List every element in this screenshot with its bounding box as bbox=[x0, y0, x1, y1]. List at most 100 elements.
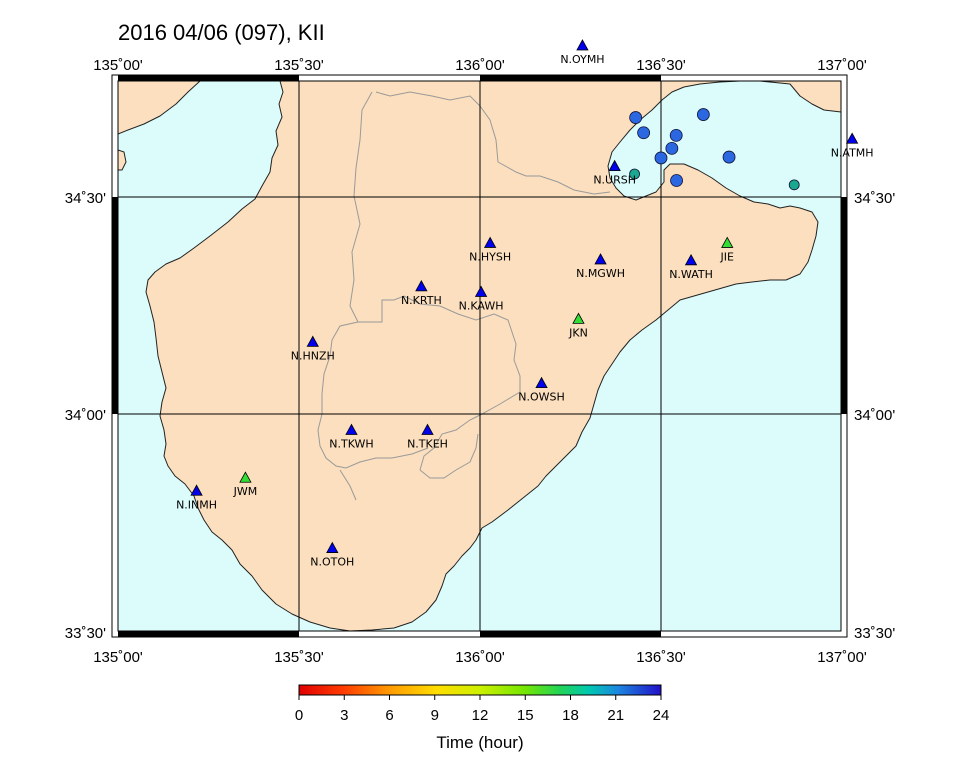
earthquake-event bbox=[629, 111, 643, 124]
lat-label: 34˚30' bbox=[854, 190, 895, 207]
station-label: JWM bbox=[233, 485, 258, 498]
station-n-kawh: N.KAWH bbox=[459, 285, 504, 312]
earthquake-event bbox=[722, 150, 736, 164]
station-n-hnzh: N.HNZH bbox=[291, 335, 335, 362]
station-n-inmh: N.INMH bbox=[176, 484, 217, 511]
station-n-ursh: N.URSH bbox=[593, 159, 636, 187]
lon-labels-top: 135˚00' 135˚30' 136˚00' 136˚30' 137˚00' bbox=[93, 57, 867, 74]
stations-layer: N.OYMH N.URSH N.ATMH N.HYSH N.MGWH JIE N.WATH N… bbox=[176, 39, 874, 569]
lon-label: 136˚00' bbox=[455, 57, 505, 74]
colorbar-tick-label: 21 bbox=[607, 707, 624, 724]
lon-label: 135˚30' bbox=[274, 57, 324, 74]
events-layer bbox=[629, 108, 800, 191]
lat-label: 33˚30' bbox=[65, 625, 106, 642]
earthquake-event bbox=[629, 168, 640, 180]
station-label: N.KAWH bbox=[459, 299, 504, 312]
earthquake-event bbox=[696, 108, 710, 121]
station-label: JKN bbox=[568, 326, 588, 339]
station-n-tkeh: N.TKEH bbox=[407, 423, 448, 450]
lat-label: 34˚30' bbox=[65, 190, 106, 207]
colorbar-tick-label: 6 bbox=[385, 707, 393, 724]
colorbar-gradient bbox=[298, 684, 662, 696]
map-title: 2016 04/06 (097), KII bbox=[118, 20, 325, 45]
station-n-owsh: N.OWSH bbox=[518, 376, 565, 404]
station-label: N.OWSH bbox=[518, 391, 565, 404]
map-frame bbox=[111, 74, 848, 638]
prefecture-borders bbox=[317, 91, 611, 501]
station-triangle-icon bbox=[576, 39, 589, 51]
station-triangle-icon bbox=[345, 423, 358, 435]
station-triangle-icon bbox=[483, 236, 497, 248]
station-n-tkwh: N.TKWH bbox=[329, 423, 374, 450]
colorbar-title: Time (hour) bbox=[436, 733, 523, 752]
land-islet bbox=[118, 149, 127, 171]
station-label: N.ATMH bbox=[831, 146, 874, 159]
station-label: N.TKWH bbox=[329, 437, 373, 450]
lon-label: 135˚00' bbox=[93, 649, 143, 666]
lon-label: 135˚00' bbox=[93, 57, 143, 74]
station-triangle-icon bbox=[535, 376, 548, 389]
station-n-mgwh: N.MGWH bbox=[576, 253, 625, 280]
colorbar-tick-label: 15 bbox=[517, 707, 534, 724]
earthquake-event bbox=[669, 128, 683, 142]
station-n-hysh: N.HYSH bbox=[469, 236, 511, 263]
station-label: N.URSH bbox=[593, 174, 636, 187]
station-label: N.OTOH bbox=[310, 556, 354, 569]
land-atsumi bbox=[759, 81, 841, 113]
earthquake-event bbox=[637, 126, 651, 140]
graticule bbox=[118, 81, 841, 631]
land-kii-peninsula bbox=[145, 81, 819, 631]
station-label: N.HYSH bbox=[469, 250, 511, 263]
station-label: N.KRTH bbox=[401, 294, 442, 307]
lon-label: 137˚00' bbox=[817, 57, 867, 74]
station-triangle-icon bbox=[306, 335, 319, 347]
lon-label: 136˚00' bbox=[455, 649, 505, 666]
station-label: N.WATH bbox=[669, 268, 713, 281]
colorbar-tick-label: 24 bbox=[653, 707, 670, 724]
station-n-oymh: N.OYMH bbox=[560, 39, 605, 66]
colorbar-tick-label: 0 bbox=[295, 707, 303, 724]
station-triangle-icon bbox=[421, 423, 434, 435]
station-triangle-icon bbox=[684, 253, 698, 266]
colorbar-tick-label: 18 bbox=[562, 707, 579, 724]
station-n-krth: N.KRTH bbox=[401, 280, 442, 307]
station-jkn: JKN bbox=[568, 312, 588, 339]
station-triangle-icon bbox=[326, 541, 339, 553]
station-n-wath: N.WATH bbox=[669, 253, 713, 281]
colorbar-tick-label: 9 bbox=[431, 707, 439, 724]
earthquake-event bbox=[665, 141, 679, 155]
station-label: N.TKEH bbox=[407, 437, 448, 450]
station-n-atmh: N.ATMH bbox=[831, 132, 874, 159]
colorbar: 0 3 6 9 12 15 18 21 24 Time (hour) bbox=[295, 684, 670, 752]
station-label: N.HNZH bbox=[291, 349, 335, 362]
station-triangle-icon bbox=[721, 236, 734, 248]
station-label: N.OYMH bbox=[560, 53, 604, 66]
station-triangle-icon bbox=[474, 285, 488, 297]
lat-labels-right: 34˚30' 34˚00' 33˚30' bbox=[854, 190, 895, 642]
lon-label: 135˚30' bbox=[274, 649, 324, 666]
earthquake-event bbox=[670, 174, 683, 187]
station-jwm: JWM bbox=[233, 471, 258, 498]
station-triangle-icon bbox=[239, 471, 252, 483]
earthquake-event bbox=[788, 179, 800, 191]
lat-label: 33˚30' bbox=[854, 625, 895, 642]
lat-label: 34˚00' bbox=[65, 407, 106, 424]
map-area bbox=[118, 81, 841, 631]
station-label: JIE bbox=[720, 250, 734, 263]
lat-labels-left: 34˚30' 34˚00' 33˚30' bbox=[65, 190, 106, 642]
lon-labels-bottom: 135˚00' 135˚30' 136˚00' 136˚30' 137˚00' bbox=[93, 649, 867, 666]
station-triangle-icon bbox=[415, 280, 428, 292]
colorbar-ticks: 0 3 6 9 12 15 18 21 24 bbox=[295, 695, 670, 724]
earthquake-event bbox=[654, 151, 668, 165]
lon-label: 137˚00' bbox=[817, 649, 867, 666]
lon-label: 136˚30' bbox=[636, 649, 686, 666]
station-jie: JIE bbox=[720, 236, 734, 263]
colorbar-tick-label: 12 bbox=[472, 707, 489, 724]
station-triangle-icon bbox=[572, 312, 585, 324]
station-label: N.MGWH bbox=[576, 267, 625, 280]
station-triangle-icon bbox=[608, 159, 621, 172]
station-triangle-icon bbox=[594, 253, 607, 265]
lon-label: 136˚30' bbox=[636, 57, 686, 74]
station-label: N.INMH bbox=[176, 498, 217, 511]
